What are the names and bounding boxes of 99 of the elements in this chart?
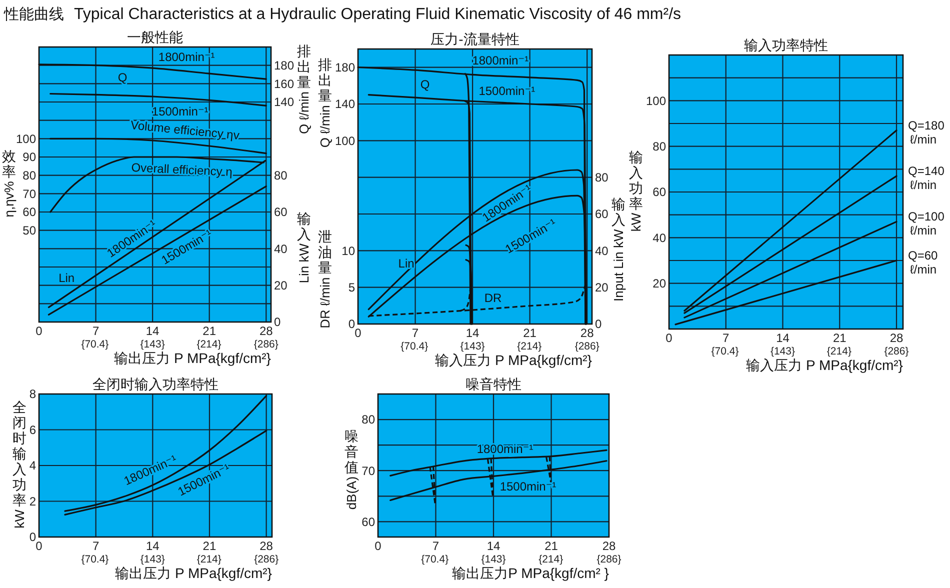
y-tick-label: 4 bbox=[29, 458, 36, 473]
x-axis-title: 输出压力 P MPa{kgf/cm²} bbox=[114, 350, 272, 366]
y3-tick-label: 180 bbox=[334, 60, 356, 75]
y2-axis-title: 输入 Lin kW bbox=[296, 210, 312, 287]
x-tick-label: 21 bbox=[523, 326, 537, 340]
x2-tick-label: {70.4} bbox=[421, 554, 450, 566]
x2-tick-label: {214} bbox=[826, 346, 852, 358]
x2-tick-label: {143} bbox=[770, 346, 796, 358]
x2-tick-label: {286} bbox=[574, 340, 600, 352]
x-tick-label: 21 bbox=[202, 539, 216, 553]
x-tick-label: 7 bbox=[412, 326, 419, 340]
y3-tick-label: 140 bbox=[334, 97, 356, 112]
x2-tick-label: {70.4} bbox=[81, 338, 110, 350]
x2-tick-label: {70.4} bbox=[400, 340, 429, 352]
series-label: Q=140 ℓ/min bbox=[908, 164, 945, 192]
x-tick-label: 28 bbox=[580, 326, 594, 340]
x-axis-title: 输出压力 P MPa{kgf/cm²} bbox=[115, 565, 272, 581]
x-tick-label: 14 bbox=[466, 326, 480, 340]
y-tick-label: 10 bbox=[342, 244, 356, 258]
x2-tick-label: {143} bbox=[460, 340, 486, 352]
x2-tick-label: {286} bbox=[596, 554, 622, 566]
y-tick-label: 90 bbox=[22, 150, 36, 164]
x-tick-label: 7 bbox=[92, 324, 100, 338]
x2-tick-label: {143} bbox=[140, 554, 166, 566]
x-tick-label: 7 bbox=[432, 539, 440, 553]
annotation: Lin bbox=[398, 256, 414, 270]
annotation: Overall efficiency η bbox=[130, 160, 233, 179]
y-tick-label: 60 bbox=[652, 185, 666, 200]
x2-tick-label: {214} bbox=[538, 554, 564, 566]
chart-title: 一般性能 bbox=[127, 29, 183, 45]
x-tick-label: 14 bbox=[486, 539, 500, 553]
x2-tick-label: {286} bbox=[254, 554, 280, 566]
y3-tick-label: 180 bbox=[274, 58, 294, 73]
y-tick-label: 80 bbox=[22, 168, 36, 183]
y-tick-label: 80 bbox=[362, 412, 376, 427]
y-tick-label: 40 bbox=[652, 230, 666, 245]
y-tick-label: 8 bbox=[29, 387, 36, 402]
x-tick-label: 21 bbox=[832, 331, 847, 345]
x2-tick-label: {70.4} bbox=[711, 346, 740, 358]
y-tick-label: 6 bbox=[29, 422, 36, 437]
x-axis-title: 输入压力 P MPa{kgf/cm²} bbox=[435, 352, 592, 368]
y-tick-label: 70 bbox=[362, 464, 376, 478]
y2-tick-label: 40 bbox=[274, 242, 288, 256]
y2-tick-label: 60 bbox=[274, 205, 288, 220]
y3-tick-label: 160 bbox=[274, 76, 294, 91]
x-tick-label: 14 bbox=[146, 539, 160, 553]
heading: 性能曲线 Typical Characteristics at a Hydraulic Operating Fluid Kinematic Viscosity of 46 mm²/s bbox=[4, 6, 682, 23]
chart-title: 噪音特性 bbox=[466, 376, 522, 392]
y2-tick-label: 20 bbox=[274, 278, 288, 293]
y-tick-label: 60 bbox=[362, 514, 376, 529]
annotation: DR bbox=[484, 290, 502, 305]
x-tick-label: 7 bbox=[722, 331, 730, 345]
x-tick-label: 28 bbox=[890, 331, 904, 345]
y-axis-title: 全闭时输入功率 kW bbox=[12, 399, 27, 532]
chart-title: 输入功率特性 bbox=[744, 37, 828, 53]
chart-title: 压力-流量特性 bbox=[430, 31, 520, 47]
x-tick-label: 7 bbox=[92, 539, 100, 553]
x-axis-title: 输入压力 P MPa{kgf/cm²} bbox=[746, 357, 904, 373]
y2-tick-label: 60 bbox=[595, 207, 609, 222]
y-tick-label: 50 bbox=[22, 224, 36, 238]
x-tick-label: 14 bbox=[776, 331, 790, 345]
x-tick-label: 21 bbox=[202, 324, 216, 338]
y2-tick-label: 80 bbox=[595, 170, 609, 185]
series-label: Q=60 ℓ/min bbox=[908, 248, 938, 276]
x-tick-label: 28 bbox=[602, 539, 616, 553]
x2-tick-label: {214} bbox=[517, 340, 542, 352]
series-label: Q=180 ℓ/min bbox=[908, 118, 945, 146]
annotation: Q bbox=[118, 70, 128, 84]
y-tick-label: 100 bbox=[646, 94, 666, 108]
annotation: Q bbox=[420, 78, 430, 92]
x-tick-label: 28 bbox=[259, 324, 274, 338]
x2-tick-label: {143} bbox=[140, 338, 166, 350]
y3-tick-label: 140 bbox=[274, 95, 294, 110]
annotation: Lin bbox=[58, 271, 75, 286]
y-tick-label: 60 bbox=[22, 205, 36, 220]
y-axis-title: 输入功率 kW bbox=[628, 148, 644, 236]
annotation: 1800min⁻¹ bbox=[472, 54, 529, 68]
y-tick-label: 70 bbox=[22, 186, 36, 201]
y2-tick-label: 20 bbox=[595, 280, 609, 295]
y2-tick-label: 80 bbox=[274, 168, 288, 183]
x2-tick-label: {286} bbox=[254, 338, 279, 350]
y-tick-label: 100 bbox=[16, 132, 36, 146]
x-axis-title: 输出压力P MPa{kgf/cm² } bbox=[452, 565, 610, 581]
x-tick-label: 21 bbox=[544, 539, 558, 553]
chart-title: 全闭时输入功率特性 bbox=[92, 376, 218, 392]
x2-tick-label: {286} bbox=[884, 346, 910, 358]
x2-tick-label: {214} bbox=[196, 338, 222, 350]
x-tick-label: 28 bbox=[260, 539, 274, 553]
y-tick-label: 20 bbox=[652, 276, 666, 291]
y-tick-label: 80 bbox=[652, 140, 666, 154]
series-label: Q=100 ℓ/min bbox=[908, 210, 945, 238]
y2-tick-label: 40 bbox=[595, 244, 609, 258]
annotation: Volume efficiency ηv bbox=[130, 118, 240, 142]
x2-tick-label: {70.4} bbox=[81, 554, 110, 566]
y-tick-label: 5 bbox=[348, 280, 356, 295]
y-tick-label: 2 bbox=[29, 494, 36, 508]
x-tick-label: 14 bbox=[146, 324, 160, 338]
x2-tick-label: {143} bbox=[481, 554, 506, 566]
x2-tick-label: {214} bbox=[196, 554, 222, 566]
